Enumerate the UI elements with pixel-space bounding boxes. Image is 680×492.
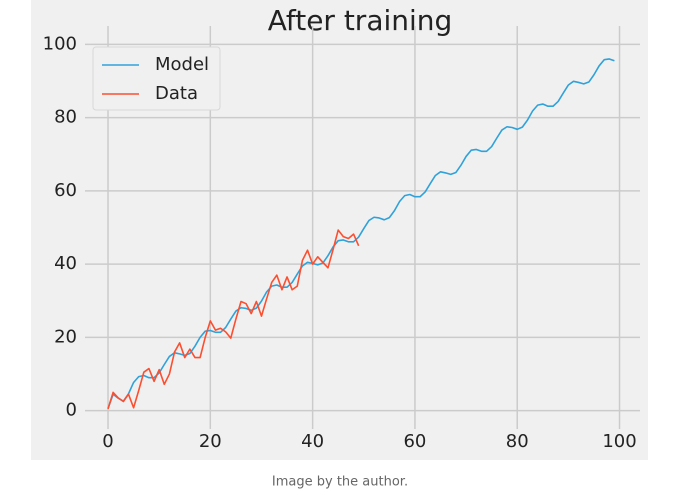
line xyxy=(107,229,360,410)
y-tick-label: 20 xyxy=(54,326,77,347)
y-tick-label: 80 xyxy=(54,107,77,128)
y-tick-label: 0 xyxy=(66,400,77,421)
y-tick-label: 100 xyxy=(43,33,77,54)
chart-title: After training xyxy=(268,4,453,37)
y-tick-label: 40 xyxy=(54,253,77,274)
x-tick-label: 80 xyxy=(506,431,529,452)
y-tick-label: 60 xyxy=(54,180,77,201)
line xyxy=(107,58,615,409)
legend-label: Model xyxy=(155,54,209,75)
x-tick-label: 0 xyxy=(102,431,113,452)
legend-label: Data xyxy=(155,83,198,104)
x-tick-label: 20 xyxy=(199,431,222,452)
x-tick-label: 60 xyxy=(403,431,426,452)
x-tick-label: 40 xyxy=(301,431,324,452)
caption: Image by the author. xyxy=(272,475,408,490)
x-tick-label: 100 xyxy=(602,431,636,452)
